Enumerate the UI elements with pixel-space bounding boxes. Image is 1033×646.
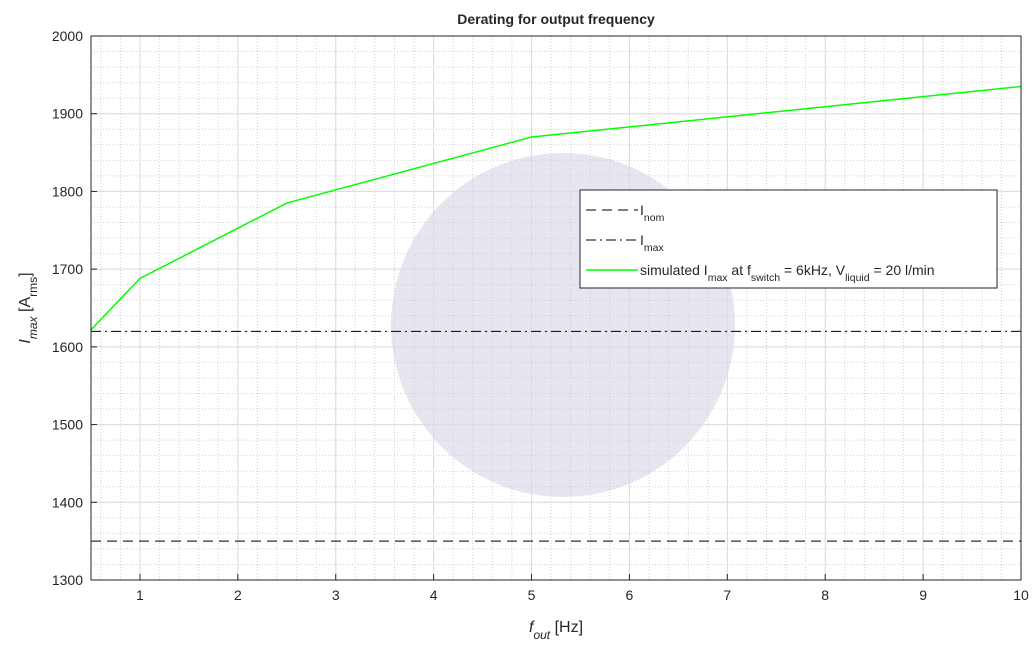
legend-label: simulated Imax at fswitch = 6kHz, Vliqui… [640,262,935,284]
x-tick-label: 3 [332,587,340,603]
label-text: I [640,232,644,248]
subscript: max [26,315,40,339]
x-tick-label: 7 [723,587,731,603]
y-tick-label: 1300 [52,572,83,588]
label-text: simulated I [640,262,708,278]
chart-title: Derating for output frequency [457,11,655,27]
label-text: = 20 l/min [870,262,935,278]
subscript: rms [26,277,40,297]
label-text: ] [17,272,34,276]
subscript: nom [644,212,665,224]
label-text: I [640,202,644,218]
legend-label: Imax [640,232,664,254]
y-tick-label: 1700 [52,261,83,277]
subscript: max [708,272,729,284]
axes-box [90,35,1022,581]
plot-area [91,36,1021,580]
y-tick-label: 1800 [52,183,83,199]
legend-label: Inom [640,202,665,224]
y-tick-label: 2000 [52,28,83,44]
x-tick-label: 5 [528,587,536,603]
x-tick-label: 10 [1013,587,1029,603]
x-tick-label: 1 [136,587,144,603]
legend-box [579,189,998,289]
subscript: max [644,242,665,254]
y-axis-label: Imax [Arms] [17,272,40,343]
x-tick-label: 4 [430,587,438,603]
x-tick-label: 8 [821,587,829,603]
marks [90,85,1022,542]
label-text: [Hz] [550,619,583,636]
subscript: switch [751,272,780,284]
x-tick-label: 9 [919,587,927,603]
x-tick-label: 2 [234,587,242,603]
subscript: out [533,628,550,641]
label-text: I [17,339,34,344]
x-axis-label: fout [Hz] [529,619,583,641]
label-text: [A [17,297,34,317]
data-line [90,85,1022,331]
subscript: liquid [845,272,870,284]
y-tick-label: 1400 [52,494,83,510]
x-tick-label: 6 [626,587,634,603]
label-text: at f [728,262,751,278]
label-text: f [529,619,535,636]
y-tick-label: 1500 [52,417,83,433]
y-tick-label: 1600 [52,339,83,355]
y-tick-label: 1900 [52,106,83,122]
label-text: = 6kHz, V [780,262,846,278]
